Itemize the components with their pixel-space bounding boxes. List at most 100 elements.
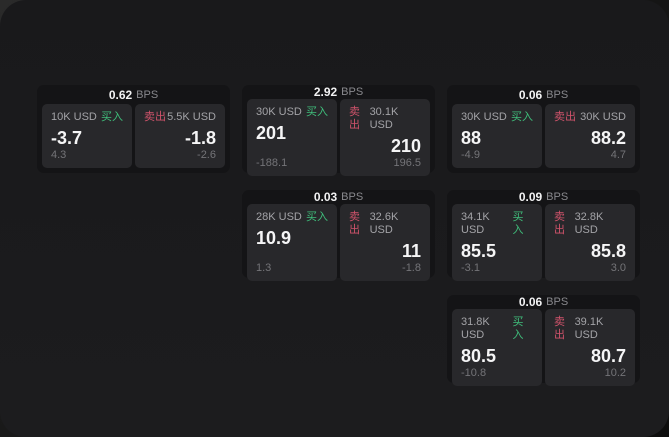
sell-side-label: 卖出 bbox=[554, 211, 565, 236]
bps-header: 2.92 BPS bbox=[247, 85, 430, 99]
bps-unit-label: BPS bbox=[341, 191, 364, 203]
buy-sell-panels: 30K USD 买入 201 -188.1 卖出 30.1K USD 210 1… bbox=[247, 99, 430, 176]
sell-panel[interactable]: 卖出 5.5K USD -1.8 -2.6 bbox=[135, 104, 225, 168]
sell-delta: -1.8 bbox=[402, 262, 421, 274]
buy-amount: 34.1K USD bbox=[461, 211, 490, 236]
quote-card: 0.06 BPS 30K USD 买入 88 -4.9 卖出 30K USD 8… bbox=[447, 85, 640, 173]
buy-delta: -188.1 bbox=[256, 157, 288, 169]
bps-value: 0.09 bbox=[518, 190, 543, 204]
bps-value: 0.06 bbox=[518, 87, 543, 102]
sell-price: 80.7 bbox=[590, 346, 626, 366]
buy-sell-panels: 31.8K USD 买入 80.5 -10.8 卖出 39.1K USD 80.… bbox=[452, 309, 635, 386]
quote-grid: 0.62 BPS 10K USD 买入 -3.7 4.3 卖出 5.5K USD… bbox=[37, 85, 640, 386]
buy-side-label: 买入 bbox=[306, 106, 328, 118]
quote-card: 2.92 BPS 30K USD 买入 201 -188.1 卖出 30.1K … bbox=[242, 85, 435, 176]
sell-panel[interactable]: 卖出 32.6K USD 11 -1.8 bbox=[340, 204, 430, 281]
sell-side-label: 卖出 bbox=[554, 316, 565, 341]
sell-panel-header: 卖出 30.1K USD bbox=[349, 106, 421, 132]
sell-price: 11 bbox=[401, 241, 421, 261]
buy-price: -3.7 bbox=[51, 128, 83, 148]
buy-panel-header: 31.8K USD 买入 bbox=[461, 316, 533, 342]
bps-header: 0.06 BPS bbox=[452, 85, 635, 104]
sell-amount: 32.6K USD bbox=[369, 211, 399, 236]
sell-amount: 30K USD bbox=[580, 111, 626, 123]
buy-panel[interactable]: 10K USD 买入 -3.7 4.3 bbox=[42, 104, 132, 168]
buy-amount: 31.8K USD bbox=[461, 316, 490, 341]
buy-sell-panels: 30K USD 买入 88 -4.9 卖出 30K USD 88.2 4.7 bbox=[452, 104, 635, 168]
buy-panel[interactable]: 34.1K USD 买入 85.5 -3.1 bbox=[452, 204, 542, 281]
sell-panel[interactable]: 卖出 32.8K USD 85.8 3.0 bbox=[545, 204, 635, 281]
sell-price: 85.8 bbox=[590, 241, 626, 261]
buy-panel-header: 30K USD 买入 bbox=[461, 111, 533, 124]
bps-value: 2.92 bbox=[313, 85, 338, 99]
quote-card: 0.03 BPS 28K USD 买入 10.9 1.3 卖出 32.6K US… bbox=[242, 190, 435, 281]
buy-sell-panels: 10K USD 买入 -3.7 4.3 卖出 5.5K USD -1.8 -2.… bbox=[42, 104, 225, 168]
bps-value: 0.06 bbox=[518, 295, 543, 309]
sell-delta: 3.0 bbox=[610, 262, 626, 274]
sell-amount: 5.5K USD bbox=[167, 111, 216, 123]
bps-header: 0.62 BPS bbox=[42, 85, 225, 104]
buy-delta: 4.3 bbox=[51, 149, 67, 161]
buy-panel-header: 34.1K USD 买入 bbox=[461, 211, 533, 237]
buy-side-label: 买入 bbox=[512, 316, 524, 341]
sell-delta: 10.2 bbox=[604, 367, 626, 379]
bps-unit-label: BPS bbox=[341, 86, 364, 98]
sell-amount: 30.1K USD bbox=[369, 106, 399, 131]
buy-side-label: 买入 bbox=[101, 111, 123, 123]
buy-amount: 28K USD bbox=[256, 211, 302, 223]
quote-card: 0.09 BPS 34.1K USD 买入 85.5 -3.1 卖出 32.8K… bbox=[447, 190, 640, 281]
sell-panel-header: 卖出 5.5K USD bbox=[144, 111, 216, 124]
quote-card: 0.06 BPS 31.8K USD 买入 80.5 -10.8 卖出 39.1… bbox=[447, 295, 640, 386]
sell-panel[interactable]: 卖出 30K USD 88.2 4.7 bbox=[545, 104, 635, 168]
sell-panel[interactable]: 卖出 30.1K USD 210 196.5 bbox=[340, 99, 430, 176]
buy-panel[interactable]: 28K USD 买入 10.9 1.3 bbox=[247, 204, 337, 281]
bps-unit-label: BPS bbox=[546, 88, 569, 101]
quote-card: 0.62 BPS 10K USD 买入 -3.7 4.3 卖出 5.5K USD… bbox=[37, 85, 230, 173]
sell-panel-header: 卖出 39.1K USD bbox=[554, 316, 626, 342]
buy-sell-panels: 28K USD 买入 10.9 1.3 卖出 32.6K USD 11 -1.8 bbox=[247, 204, 430, 281]
sell-delta: 4.7 bbox=[610, 149, 626, 161]
sell-side-label: 卖出 bbox=[554, 111, 576, 123]
sell-price: -1.8 bbox=[184, 128, 216, 148]
buy-delta: -4.9 bbox=[461, 149, 480, 161]
bps-value: 0.03 bbox=[313, 190, 338, 204]
buy-price: 10.9 bbox=[256, 228, 292, 248]
bps-header: 0.09 BPS bbox=[452, 190, 635, 204]
sell-amount: 32.8K USD bbox=[574, 211, 604, 236]
buy-panel-header: 28K USD 买入 bbox=[256, 211, 328, 224]
buy-amount: 30K USD bbox=[461, 111, 507, 123]
sell-price: 210 bbox=[390, 136, 421, 156]
buy-delta: -3.1 bbox=[461, 262, 480, 274]
buy-panel-header: 30K USD 买入 bbox=[256, 106, 328, 119]
bps-unit-label: BPS bbox=[546, 296, 569, 308]
bps-header: 0.06 BPS bbox=[452, 295, 635, 309]
buy-price: 201 bbox=[256, 123, 287, 143]
buy-sell-panels: 34.1K USD 买入 85.5 -3.1 卖出 32.8K USD 85.8… bbox=[452, 204, 635, 281]
buy-delta: 1.3 bbox=[256, 262, 272, 274]
sell-amount: 39.1K USD bbox=[574, 316, 604, 341]
buy-amount: 10K USD bbox=[51, 111, 97, 123]
buy-price: 88 bbox=[461, 128, 482, 148]
bps-unit-label: BPS bbox=[546, 191, 569, 203]
buy-panel[interactable]: 30K USD 买入 88 -4.9 bbox=[452, 104, 542, 168]
buy-side-label: 买入 bbox=[306, 211, 328, 223]
sell-delta: 196.5 bbox=[393, 157, 421, 169]
sell-panel-header: 卖出 32.8K USD bbox=[554, 211, 626, 237]
buy-side-label: 买入 bbox=[512, 211, 524, 236]
sell-side-label: 卖出 bbox=[144, 111, 166, 123]
sell-price: 88.2 bbox=[590, 128, 626, 148]
sell-panel[interactable]: 卖出 39.1K USD 80.7 10.2 bbox=[545, 309, 635, 386]
sell-panel-header: 卖出 32.6K USD bbox=[349, 211, 421, 237]
buy-price: 80.5 bbox=[461, 346, 497, 366]
buy-panel[interactable]: 30K USD 买入 201 -188.1 bbox=[247, 99, 337, 176]
sell-delta: -2.6 bbox=[197, 149, 216, 161]
buy-amount: 30K USD bbox=[256, 106, 302, 118]
buy-panel[interactable]: 31.8K USD 买入 80.5 -10.8 bbox=[452, 309, 542, 386]
buy-price: 85.5 bbox=[461, 241, 497, 261]
sell-side-label: 卖出 bbox=[349, 106, 360, 131]
sell-panel-header: 卖出 30K USD bbox=[554, 111, 626, 124]
buy-panel-header: 10K USD 买入 bbox=[51, 111, 123, 124]
buy-delta: -10.8 bbox=[461, 367, 487, 379]
bps-value: 0.62 bbox=[108, 87, 133, 102]
